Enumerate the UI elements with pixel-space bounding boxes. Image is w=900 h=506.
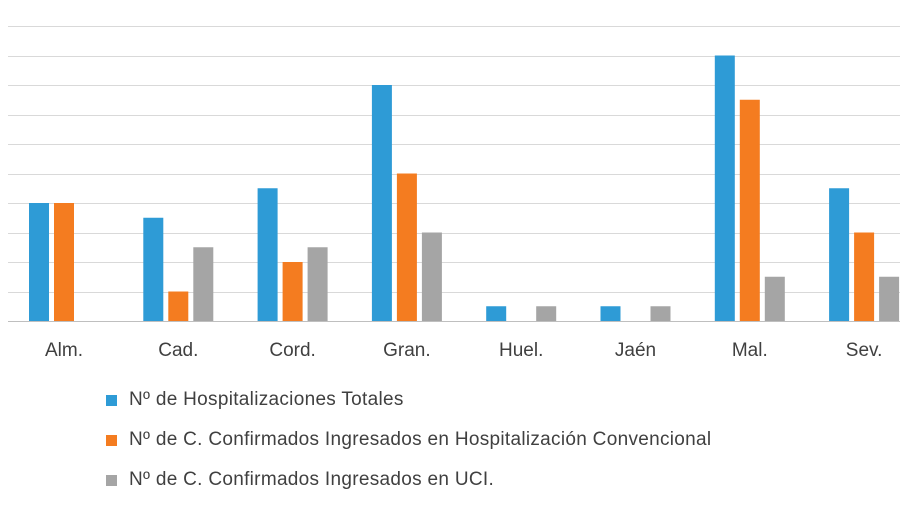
x-tick-label: Cad. [158,340,198,361]
legend-label: Nº de Hospitalizaciones Totales [129,389,404,410]
bar-cad-series-1 [143,217,164,321]
legend-item-hospitalizacion-convencional: Nº de C. Confirmados Ingresados en Hospi… [106,420,711,460]
legend: Nº de Hospitalizaciones Totales Nº de C.… [106,380,711,500]
legend-swatch-gray [106,474,117,486]
bar-sev-series-2 [854,232,875,321]
bar-gran-series-1 [371,85,392,321]
x-tick-label: Mal. [732,340,768,361]
bar-huel-series-3 [536,306,557,321]
bar-gran-series-2 [396,173,417,321]
bar-sev-series-1 [829,188,850,321]
bars [29,55,900,321]
bar-chart: Alm. Cad. Cord. Gran. Huel. Jaén Mal. Sev. [8,26,900,361]
x-tick-label: Alm. [45,340,83,361]
bar-jan-series-3 [650,306,671,321]
x-tick-label: Sev. [846,340,883,361]
x-tick-label: Huel. [499,340,543,361]
bar-mal-series-3 [764,276,785,321]
bar-alm-series-2 [54,203,74,321]
bar-alm-series-1 [29,203,49,321]
bar-cord-series-1 [257,188,278,321]
bar-cord-series-2 [282,262,303,321]
x-tick-labels: Alm. Cad. Cord. Gran. Huel. Jaén Mal. Sev. [45,340,882,361]
legend-item-hospitalizaciones-totales: Nº de Hospitalizaciones Totales [106,380,711,420]
legend-label: Nº de C. Confirmados Ingresados en Hospi… [129,429,712,450]
bar-sev-series-3 [879,276,900,321]
x-tick-label: Gran. [383,340,431,361]
bar-mal-series-1 [714,55,735,321]
bar-gran-series-3 [421,232,442,321]
legend-item-uci: Nº de C. Confirmados Ingresados en UCI. [106,460,711,500]
bar-cad-series-3 [193,247,214,321]
legend-label: Nº de C. Confirmados Ingresados en UCI. [129,469,495,490]
bar-jan-series-1 [600,306,621,321]
legend-swatch-blue [106,394,117,406]
bar-cord-series-3 [307,247,328,321]
x-tick-label: Cord. [269,340,315,361]
x-tick-label: Jaén [615,340,656,361]
bar-mal-series-2 [739,99,760,321]
bar-huel-series-1 [486,306,507,321]
bar-cad-series-2 [168,291,189,321]
legend-swatch-orange [106,434,117,446]
